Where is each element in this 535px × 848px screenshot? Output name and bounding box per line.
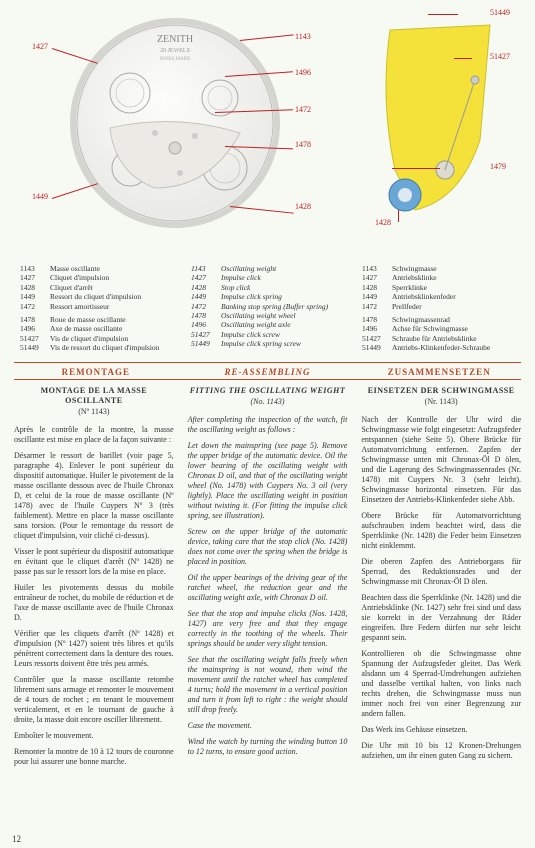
parts-row: 1496Oscillating weight axle	[191, 320, 344, 329]
movement-svg: ZENITH 20 JEWELS SWISS MADE	[70, 18, 280, 228]
parts-row: 1449Ressort du cliquet d'impulsion	[20, 292, 173, 301]
body-paragraph: Screw on the upper bridge of the automat…	[188, 527, 348, 567]
col-en: FITTING THE OSCILLATING WEIGHT (No. 1143…	[188, 386, 348, 773]
callout-1478: 1478	[295, 140, 311, 149]
de-title: EINSETZEN DER SCHWINGMASSE	[361, 386, 521, 396]
body-paragraph: See that the oscillating weight falls fr…	[188, 655, 348, 715]
parts-row: 1143Schwingmasse	[362, 264, 515, 273]
callout-1428b: 1428	[375, 218, 391, 227]
parts-row: 1496Achse für Schwingmasse	[362, 324, 515, 333]
de-num: (Nr. 1143)	[361, 397, 521, 407]
swiss-text: SWISS MADE	[160, 57, 191, 62]
parts-list-de: 1143Schwingmasse1427Antriebsklinke1428Sp…	[362, 264, 515, 352]
parts-row: 51427Schraube für Antriebsklinke	[362, 334, 515, 343]
callout-1449: 1449	[32, 192, 48, 201]
callout-51427: 51427	[490, 52, 510, 61]
parts-row: 1496Axe de masse oscillante	[20, 324, 173, 333]
parts-row: 51427Vis de cliquet d'impulsion	[20, 334, 173, 343]
body-paragraph: Die Uhr mit 10 bis 12 Kronen-Drehungen a…	[361, 741, 521, 761]
body-paragraph: Vérifier que les cliquets d'arrêt (Nº 14…	[14, 629, 174, 669]
body-paragraph: Emboîter le mouvement.	[14, 731, 174, 741]
body-paragraph: See that the stop and impulse clicks (No…	[188, 609, 348, 649]
parts-row: 51449Antriebs-Klinkenfeder-Schraube	[362, 343, 515, 352]
col-de: EINSETZEN DER SCHWINGMASSE (Nr. 1143) Na…	[361, 386, 521, 773]
header-de: ZUSAMMENSETZEN	[357, 367, 521, 377]
parts-row: 1478Oscillating weight wheel	[191, 311, 344, 320]
parts-row: 1428Sperrklinke	[362, 283, 515, 292]
header-fr: REMONTAGE	[14, 367, 178, 377]
en-title: FITTING THE OSCILLATING WEIGHT	[188, 386, 348, 396]
rule-bottom	[14, 379, 521, 380]
text-columns: MONTAGE DE LA MASSE OSCILLANTE (Nº 1143)…	[0, 386, 535, 773]
parts-row: 1143Oscillating weight	[191, 264, 344, 273]
parts-row: 1449Antriebsklinkenfeder	[362, 292, 515, 301]
en-num: (No. 1143)	[188, 397, 348, 407]
parts-row: 1143Masse oscillante	[20, 264, 173, 273]
body-paragraph: Huiler les pivotements dessus du mobile …	[14, 583, 174, 623]
fr-title: MONTAGE DE LA MASSE OSCILLANTE	[14, 386, 174, 406]
detail-diagram	[360, 20, 510, 240]
section-headers: REMONTAGE RE-ASSEMBLING ZUSAMMENSETZEN	[0, 363, 535, 379]
parts-row: 51449Vis de ressort du cliquet d'impulsi…	[20, 343, 173, 352]
callout-1472: 1472	[295, 105, 311, 114]
body-paragraph: Beachten dass die Sperrklinke (Nr. 1428)…	[361, 593, 521, 643]
body-paragraph: Let down the mainspring (see page 5). Re…	[188, 441, 348, 521]
page-number: 12	[12, 834, 21, 844]
callout-1143: 1143	[295, 32, 311, 41]
parts-row: 1427Antriebsklinke	[362, 273, 515, 282]
callout-51449: 51449	[490, 8, 510, 17]
body-paragraph: Das Werk ins Gehäuse einsetzen.	[361, 725, 521, 735]
parts-row: 1428Cliquet d'arrêt	[20, 283, 173, 292]
body-paragraph: After completing the inspection of the w…	[188, 415, 348, 435]
brand-text: ZENITH	[157, 34, 193, 45]
parts-row: 1472Prellfeder	[362, 302, 515, 311]
parts-list-fr: 1143Masse oscillante1427Cliquet d'impuls…	[20, 264, 173, 352]
body-paragraph: Oil the upper bearings of the driving ge…	[188, 573, 348, 603]
parts-row: 1427Impulse click	[191, 273, 344, 282]
parts-row: 51427Impulse click screw	[191, 330, 344, 339]
body-paragraph: Remonter la montre de 10 à 12 tours de c…	[14, 747, 174, 767]
callout-1479: 1479	[490, 162, 506, 171]
parts-list-en: 1143Oscillating weight1427Impulse click1…	[191, 264, 344, 352]
parts-row: 1472Banking stop spring (Buffer spring)	[191, 302, 344, 311]
parts-row: 1472Ressort amortisseur	[20, 302, 173, 311]
diagram-area: ZENITH 20 JEWELS SWISS MADE 1427 1449 1	[0, 0, 535, 260]
body-paragraph: Kontrollieren ob die Schwingmasse ohne S…	[361, 649, 521, 719]
parts-row: 1449Impulse click spring	[191, 292, 344, 301]
body-paragraph: Die oberen Zapfen des Antrieborgans für …	[361, 557, 521, 587]
movement-diagram: ZENITH 20 JEWELS SWISS MADE	[70, 18, 280, 228]
parts-row: 1427Cliquet d'impulsion	[20, 273, 173, 282]
callout-1428: 1428	[295, 202, 311, 211]
jewels-text: 20 JEWELS	[160, 48, 190, 54]
fr-num: (Nº 1143)	[14, 407, 174, 417]
body-paragraph: Case the movement.	[188, 721, 348, 731]
parts-row: 1428Stop click	[191, 283, 344, 292]
callout-1427: 1427	[32, 42, 48, 51]
body-paragraph: Visser le pont supérieur du dispositif a…	[14, 547, 174, 577]
header-en: RE-ASSEMBLING	[186, 367, 350, 377]
parts-row: 1478Schwingmassenrad	[362, 315, 515, 324]
callout-1496: 1496	[295, 68, 311, 77]
body-paragraph: Après le contrôle de la montre, la masse…	[14, 425, 174, 445]
parts-row: 1478Roue de masse oscillante	[20, 315, 173, 324]
body-paragraph: Wind the watch by turning the winding bu…	[188, 737, 348, 757]
body-paragraph: Contrôler que la masse oscillante retomb…	[14, 675, 174, 725]
parts-lists: 1143Masse oscillante1427Cliquet d'impuls…	[0, 260, 535, 360]
body-paragraph: Nach der Kontrolle der Uhr wird die Schw…	[361, 415, 521, 505]
parts-row: 51449Impulse click spring screw	[191, 339, 344, 348]
body-paragraph: Obere Brücke für Automatvorrichtung aufs…	[361, 511, 521, 551]
col-fr: MONTAGE DE LA MASSE OSCILLANTE (Nº 1143)…	[14, 386, 174, 773]
body-paragraph: Désarmer le ressort de barillet (voir pa…	[14, 451, 174, 541]
